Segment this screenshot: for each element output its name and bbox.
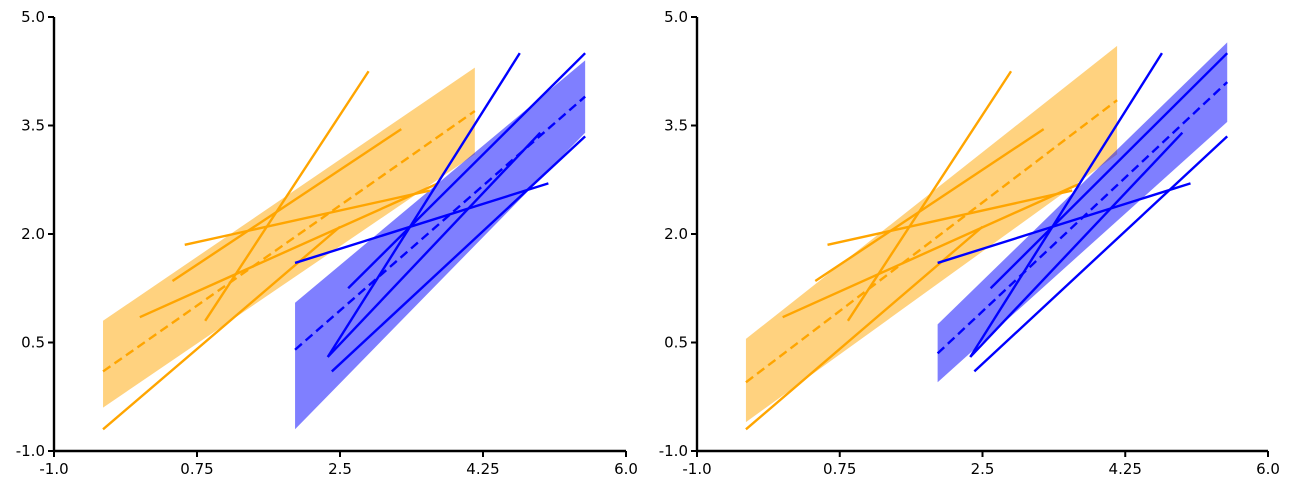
x-tick-label: 0.75 (823, 460, 856, 478)
orange-series-line-4 (827, 189, 1073, 247)
y-tick-label: -1.0 (659, 442, 688, 460)
blue-mean-dashed-line (294, 95, 586, 351)
blue-series-line-4 (347, 52, 586, 290)
orange-series-line-4 (184, 189, 431, 247)
blue-series-line-2 (326, 131, 542, 358)
x-tick-label: -1.0 (682, 460, 711, 478)
blue-mean-dashed-line (936, 81, 1229, 355)
y-tick-label: 3.5 (664, 117, 688, 135)
x-tick-label: 0.75 (180, 460, 213, 478)
y-tick-label: -1.0 (16, 442, 45, 460)
y-tick-label: 5.0 (21, 8, 45, 26)
x-tick-label: 6.0 (614, 460, 638, 478)
orange-series-line-3 (814, 128, 1045, 283)
y-tick-label: 0.5 (664, 334, 688, 352)
blue-confidence-band (937, 42, 1228, 383)
y-tick-label: 2.0 (21, 225, 45, 243)
orange-series-line-5 (846, 70, 1013, 322)
y-tick-label: 0.5 (21, 334, 45, 352)
blue-series-line-3 (331, 135, 586, 373)
orange-confidence-band (745, 45, 1118, 423)
y-tick-label: 3.5 (21, 117, 45, 135)
chart-panel-2: -1.0 0.75 2.5 4.25 6.0 -1.0 0.5 2.0 3.5 5.0 (659, 8, 1280, 478)
y-tick-label: 5.0 (664, 8, 688, 26)
blue-series-line-3 (973, 135, 1229, 373)
y-tick-label: 2.0 (664, 225, 688, 243)
x-tick-label: 2.5 (328, 460, 352, 478)
x-tick-label: 4.25 (1109, 460, 1142, 478)
chart-panel-1: -1.0 0.75 2.5 4.25 6.0 -1.0 0.5 2.0 3.5 5.0 (16, 8, 638, 478)
blue-series-line-2 (969, 131, 1184, 358)
orange-series-line-3 (171, 128, 402, 283)
x-tick-label: -1.0 (39, 460, 68, 478)
blue-series-line-4 (989, 52, 1229, 290)
orange-mean-dashed-line (102, 110, 476, 373)
orange-series-line-2 (139, 182, 439, 319)
x-tick-label: 4.25 (466, 460, 499, 478)
x-tick-label: 6.0 (1256, 460, 1280, 478)
orange-mean-dashed-line (745, 99, 1118, 384)
orange-series-line-5 (204, 70, 370, 322)
x-tick-label: 2.5 (971, 460, 995, 478)
blue-series-line-1 (937, 182, 1191, 265)
blue-series-line-1 (294, 182, 549, 265)
blue-series-line-5 (969, 52, 1163, 358)
orange-series-line-2 (782, 182, 1081, 319)
blue-series-line-5 (326, 52, 521, 358)
orange-confidence-band (103, 67, 475, 408)
